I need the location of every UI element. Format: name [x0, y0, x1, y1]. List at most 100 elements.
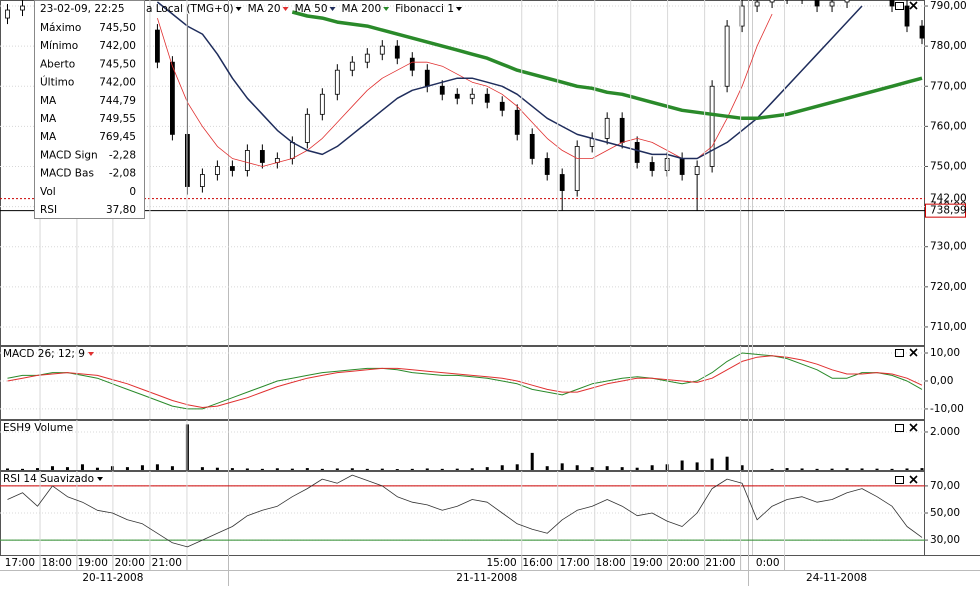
- volume-bar: [140, 465, 144, 470]
- tool-label: Fibonacci 1: [395, 3, 454, 15]
- info-label: Mínimo: [40, 40, 78, 52]
- legend-entry: MA 20: [248, 3, 281, 15]
- price-tag: [925, 203, 966, 218]
- y-tick-label: 790,00: [930, 0, 967, 12]
- volume-bar: [275, 468, 279, 470]
- volume-bar: [410, 468, 414, 470]
- info-label: Vol: [40, 186, 56, 198]
- x-tick-label: 20:00: [669, 557, 699, 569]
- candle-body: [814, 0, 820, 7]
- volume-bar: [425, 468, 429, 470]
- volume-bar: [845, 468, 849, 470]
- maximize-button[interactable]: [895, 349, 904, 357]
- series-line: [291, 10, 923, 121]
- volume-bar: [320, 468, 324, 470]
- candle-body: [574, 146, 580, 191]
- volume-bar: [500, 465, 504, 470]
- info-value: 0: [129, 186, 136, 198]
- volume-bar: [830, 468, 834, 470]
- volume-bar: [200, 467, 204, 470]
- info-box-frame: [34, 0, 145, 219]
- candle-body: [394, 45, 400, 59]
- series-line: [7, 355, 923, 408]
- y-tick-label: 770,00: [930, 80, 967, 92]
- candle-body: [199, 174, 205, 187]
- x-tick-label: 17:00: [5, 557, 35, 569]
- legend-entry: MA 50: [295, 3, 328, 15]
- info-value: 37,80: [106, 204, 136, 216]
- dropdown-arrow: [87, 352, 94, 356]
- dropdown-arrow: [456, 7, 462, 11]
- x-tick-label: 0:00: [756, 557, 780, 569]
- candle-body: [769, 0, 775, 3]
- candle-body: [844, 0, 850, 3]
- volume-bar: [65, 467, 69, 470]
- candle-body: [904, 5, 910, 27]
- info-value: 769,45: [99, 131, 136, 143]
- candle-body: [754, 1, 760, 7]
- volume-bar: [380, 468, 384, 470]
- x-tick-label: 18:00: [42, 557, 72, 569]
- info-value: 745,50: [99, 22, 136, 34]
- x-tick-label: 21:00: [152, 557, 182, 569]
- candle-body: [214, 166, 220, 175]
- info-box: 23-02-09, 22:25 Máximo 745,50 Mínimo 742,00 A…: [34, 0, 145, 219]
- volume-bar: [920, 468, 924, 470]
- volume-bar: [740, 465, 744, 470]
- volume-bar: [560, 463, 564, 470]
- info-label: Aberto: [40, 58, 75, 70]
- legend-entry: MA 200: [342, 3, 382, 15]
- maximize-button[interactable]: [895, 424, 904, 432]
- panel-title: ESH9 Volume: [3, 422, 73, 434]
- volume-bar: [575, 465, 579, 470]
- candle-body: [379, 45, 385, 55]
- volume-bar: [470, 468, 474, 470]
- dropdown-arrow: [97, 477, 104, 481]
- maximize-button[interactable]: [895, 476, 904, 484]
- date-label: 24-11-2008: [806, 572, 867, 584]
- volume-bar: [695, 462, 699, 470]
- candle-body: [679, 158, 685, 175]
- candle-body: [619, 117, 625, 143]
- volume-bar: [515, 464, 519, 470]
- close-button[interactable]: [909, 423, 918, 432]
- candle-body: [334, 69, 340, 95]
- maximize-button[interactable]: [895, 2, 904, 10]
- close-button[interactable]: [909, 1, 918, 10]
- volume-bar: [95, 467, 99, 470]
- x-tick-label: 18:00: [595, 557, 625, 569]
- volume-bar: [545, 466, 549, 470]
- volume-bar: [785, 468, 789, 470]
- candle-body: [559, 174, 565, 191]
- candle-body: [514, 109, 520, 135]
- series-line: [7, 474, 923, 548]
- volume-bar: [815, 468, 819, 470]
- volume-bar: [455, 468, 459, 470]
- info-value: 742,00: [99, 40, 136, 52]
- candle-body: [829, 1, 835, 7]
- info-label: MA: [40, 131, 57, 143]
- candle-body: [469, 93, 475, 99]
- close-button[interactable]: [909, 348, 918, 357]
- volume-bar: [5, 468, 9, 470]
- close-button[interactable]: [909, 475, 918, 484]
- candle-body: [349, 61, 355, 71]
- candle-body: [304, 113, 310, 143]
- info-value: 744,79: [99, 95, 136, 107]
- candle-body: [724, 25, 730, 87]
- panel-title: MACD 26; 12; 9: [3, 348, 85, 360]
- y-tick-label: 720,00: [930, 281, 967, 293]
- volume-bar: [305, 468, 309, 470]
- info-label: Último: [40, 76, 74, 89]
- candle-body: [5, 9, 10, 19]
- x-tick-label: 21:00: [705, 557, 735, 569]
- volume-bar: [80, 464, 84, 470]
- dropdown-arrow: [383, 7, 390, 11]
- info-label: Máximo: [40, 22, 81, 34]
- panel-title: RSI 14 Suavizado: [3, 473, 94, 485]
- y-tick-label: 30,00: [930, 534, 960, 546]
- candle-body: [739, 5, 745, 27]
- volume-bar: [215, 467, 219, 470]
- candle-body: [529, 133, 535, 159]
- panel-buttons[interactable]: [895, 1, 918, 484]
